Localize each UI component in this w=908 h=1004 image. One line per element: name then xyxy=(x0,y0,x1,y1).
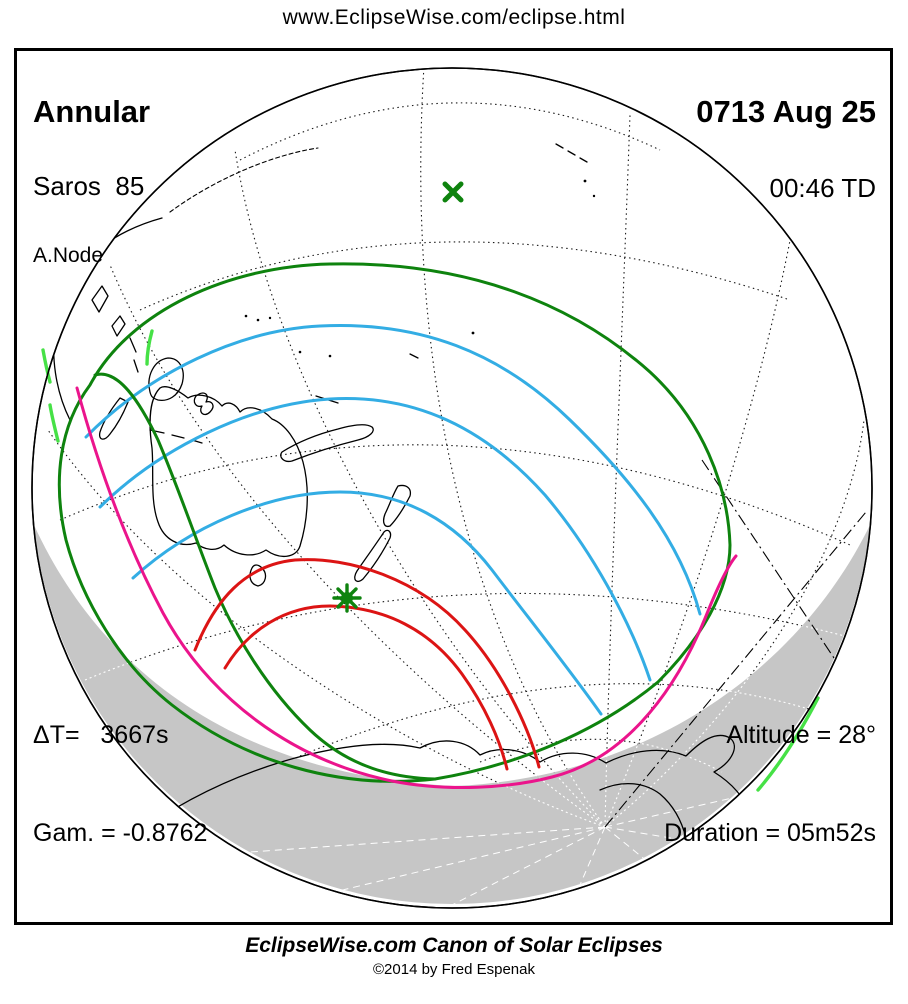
source-url: www.EclipseWise.com/eclipse.html xyxy=(282,6,626,29)
penumbra-limit-curve-green xyxy=(57,262,732,783)
footer: EclipseWise.com Canon of Solar Eclipses … xyxy=(0,934,908,978)
footer-copyright: ©2014 by Fred Espenak xyxy=(373,961,535,978)
eclipse-time: 00:46 TD xyxy=(769,173,876,204)
globe-limb xyxy=(31,67,873,909)
altitude-value: Altitude = 28° xyxy=(726,721,876,749)
sunrise-sunset-curve-magenta xyxy=(75,386,738,789)
eclipse-type: Annular xyxy=(33,93,151,129)
eclipse-info-bottom-right: Altitude = 28° Duration = 05m52s xyxy=(664,654,876,914)
map-frame: Annular Saros 85 A.Node 0713 Aug 25 00:4… xyxy=(14,48,893,925)
eclipse-globe-map xyxy=(31,67,873,909)
delta-t-value: ΔT= 3667s xyxy=(33,721,169,749)
annular-path-limits-red xyxy=(193,558,541,771)
footer-title: EclipseWise.com Canon of Solar Eclipses xyxy=(245,934,663,957)
eclipse-info-top-left: Annular Saros 85 A.Node xyxy=(33,59,150,304)
sub-solar-point-marker xyxy=(442,181,464,203)
eclipse-date: 0713 Aug 25 xyxy=(696,93,876,129)
duration-value: Duration = 05m52s xyxy=(664,818,876,847)
greatest-eclipse-marker xyxy=(332,583,362,613)
greatest-eclipse-marker-center xyxy=(341,592,353,604)
gamma-value: Gam. = -0.8762 xyxy=(33,818,208,847)
eclipse-info-top-right: 0713 Aug 25 00:46 TD xyxy=(696,59,876,239)
saros-label: Saros 85 xyxy=(33,171,145,202)
eclipse-info-bottom-left: ΔT= 3667s Gam. = -0.8762 xyxy=(33,654,207,914)
rise-set-curves-blue xyxy=(84,323,702,716)
node-label: A.Node xyxy=(33,244,104,268)
night-shading xyxy=(34,525,870,905)
dash-dot-lines xyxy=(604,459,867,828)
limb-eclipse-segments-green xyxy=(41,329,820,792)
